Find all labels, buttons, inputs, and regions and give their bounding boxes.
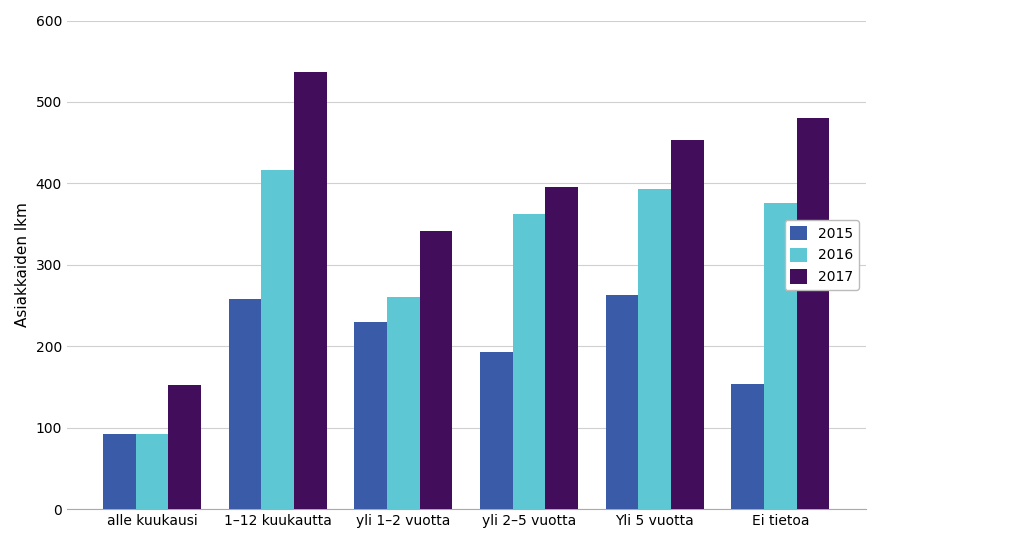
Bar	[294, 72, 327, 509]
Bar	[136, 434, 168, 509]
Bar	[354, 322, 387, 509]
Bar	[671, 140, 703, 509]
Bar	[638, 189, 671, 509]
Bar	[546, 187, 578, 509]
Bar	[480, 352, 513, 509]
Y-axis label: Asiakkaiden lkm: Asiakkaiden lkm	[15, 203, 30, 327]
Bar	[168, 384, 201, 509]
Bar	[261, 171, 294, 509]
Bar	[797, 118, 829, 509]
Bar	[387, 296, 420, 509]
Bar	[420, 231, 453, 509]
Bar	[764, 203, 797, 509]
Bar	[513, 213, 546, 509]
Bar	[605, 295, 638, 509]
Bar	[103, 434, 136, 509]
Legend: 2015, 2016, 2017: 2015, 2016, 2017	[784, 220, 859, 290]
Bar	[228, 299, 261, 509]
Bar	[731, 384, 764, 509]
